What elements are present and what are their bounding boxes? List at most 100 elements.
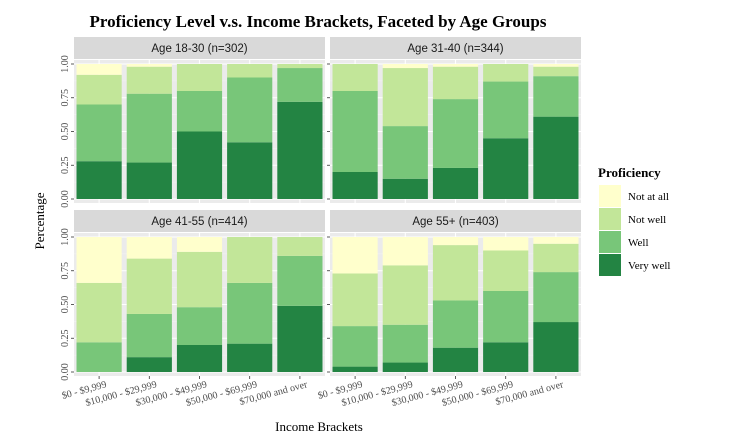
legend-label: Not at all — [628, 191, 669, 203]
x-axis-title: Income Brackets — [275, 419, 363, 434]
legend-swatch — [599, 185, 621, 207]
bar-segment-well — [483, 81, 529, 139]
y-tick-label: 0.00 — [60, 363, 71, 381]
bar-segment-not-at-all — [176, 237, 223, 252]
facet-label: Age 55+ (n=403) — [412, 216, 498, 228]
chart-title: Proficiency Level v.s. Income Brackets, … — [90, 12, 547, 31]
bar-segment-not-at-all — [382, 64, 428, 69]
bar-segment-not-at-all — [76, 64, 122, 75]
bar-segment-well — [332, 326, 378, 367]
bar-segment-very-well — [176, 345, 223, 372]
bar-segment-very-well — [432, 347, 479, 372]
bar-segment-not-well — [533, 66, 579, 77]
bar-segment-not-well — [76, 74, 122, 105]
legend-swatch — [599, 254, 621, 276]
bar-segment-well — [227, 282, 273, 344]
bar-segment-not-well — [126, 66, 172, 94]
bar-segment-not-at-all — [126, 237, 172, 259]
bar-segment-well — [126, 93, 172, 163]
bar-segment-not-at-all — [76, 237, 122, 283]
bar-segment-not-at-all — [332, 237, 378, 274]
bar-segment-very-well — [483, 138, 529, 199]
bar-segment-very-well — [277, 305, 323, 372]
bar-segment-well — [277, 68, 323, 102]
facet-label: Age 18-30 (n=302) — [151, 43, 247, 55]
bar-segment-very-well — [533, 116, 579, 199]
facet-strip — [330, 210, 581, 232]
y-tick-label: 1.00 — [60, 228, 71, 246]
bar-segment-not-at-all — [432, 237, 479, 246]
y-tick-label: 0.75 — [60, 89, 71, 107]
bar-segment-well — [533, 272, 579, 323]
bar-segment-not-at-all — [382, 237, 428, 266]
bar-segment-well — [382, 126, 428, 179]
bar-segment-not-at-all — [533, 64, 579, 67]
bar-segment-not-at-all — [483, 237, 529, 251]
bar-segment-very-well — [126, 162, 172, 199]
bar-segment-very-well — [533, 322, 579, 372]
bar-segment-very-well — [432, 167, 479, 199]
bar-segment-very-well — [332, 172, 378, 199]
facet-panel: Age 41-55 (n=414)0.000.250.500.751.00$0 … — [60, 210, 325, 409]
bar-segment-well — [126, 313, 172, 358]
y-tick-label: 0.25 — [60, 330, 71, 348]
bar-segment-well — [227, 77, 273, 143]
bar-segment-not-well — [227, 64, 273, 78]
bar-segment-well — [76, 104, 122, 162]
legend-title: Proficiency — [598, 165, 661, 180]
bar-segment-not-at-all — [533, 237, 579, 244]
facets: Age 18-30 (n=302) 0.00 0.25 0.50 0.75 1.00 Age… — [60, 37, 581, 409]
bar-segment-not-well — [533, 243, 579, 273]
bar-segment-not-well — [176, 251, 223, 308]
bar-segment-very-well — [382, 362, 428, 372]
bar-segment-very-well — [76, 161, 122, 199]
bar-segment-not-well — [382, 68, 428, 127]
facet-strip — [74, 210, 325, 232]
legend-label: Well — [628, 237, 649, 249]
bar-segment-not-at-all — [432, 64, 479, 67]
bar-segment-very-well — [227, 343, 273, 372]
bar-segment-well — [277, 255, 323, 306]
legend: Proficiency Not at all Not well Well Very we… — [598, 165, 670, 276]
bar-segment-well — [432, 99, 479, 168]
facet-label: Age 31-40 (n=344) — [407, 43, 503, 55]
legend-label: Very well — [628, 260, 670, 272]
bar-segment-not-well — [227, 237, 273, 283]
bar-segment-very-well — [176, 131, 223, 199]
legend-swatch — [599, 231, 621, 253]
y-tick-label: 1.00 — [60, 55, 71, 73]
bar-segment-very-well — [126, 357, 172, 372]
y-tick-label: 0.25 — [60, 157, 71, 175]
bar-segment-not-well — [432, 66, 479, 100]
legend-label: Not well — [628, 214, 666, 226]
bar-segment-not-well — [432, 245, 479, 301]
bar-segment-not-well — [483, 250, 529, 291]
y-tick-label: 0.50 — [60, 123, 71, 141]
bar-segment-not-well — [126, 258, 172, 314]
y-tick-label: 0.50 — [60, 296, 71, 314]
bar-segment-well — [533, 76, 579, 117]
bar-segment-well — [382, 324, 428, 363]
bar-segment-not-well — [332, 64, 378, 91]
facet-label: Age 41-55 (n=414) — [151, 216, 247, 228]
bar-segment-well — [432, 300, 479, 348]
bar-segment-very-well — [227, 142, 273, 199]
facet-strip — [74, 37, 325, 59]
y-tick-label: 0.75 — [60, 262, 71, 280]
bar-segment-very-well — [483, 342, 529, 372]
bar-segment-well — [332, 91, 378, 172]
bar-segment-not-well — [76, 282, 122, 343]
bar-segment-well — [483, 291, 529, 343]
facet-panel: Age 31-40 (n=344) — [327, 37, 581, 203]
bar-segment-not-well — [277, 237, 323, 256]
legend-swatch — [599, 208, 621, 230]
bar-segment-not-well — [176, 64, 223, 91]
y-axis-title: Percentage — [32, 192, 47, 249]
bar-segment-well — [76, 342, 122, 372]
bar-segment-very-well — [382, 178, 428, 199]
bar-segment-very-well — [277, 101, 323, 199]
facet-panel: Age 18-30 (n=302) 0.00 0.25 0.50 0.75 1.00 — [60, 37, 325, 208]
bar-segment-not-well — [382, 265, 428, 325]
bar-segment-not-at-all — [126, 64, 172, 67]
